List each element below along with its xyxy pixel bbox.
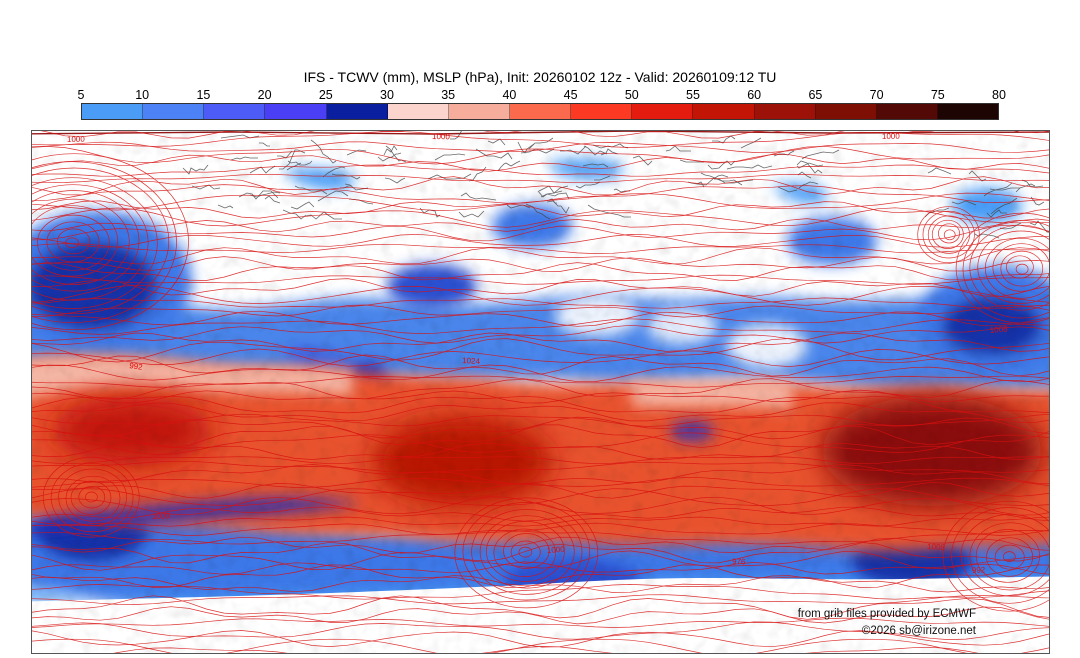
svg-text:1008: 1008: [927, 542, 946, 552]
svg-text:1000: 1000: [432, 132, 451, 141]
svg-text:1024: 1024: [462, 356, 481, 366]
